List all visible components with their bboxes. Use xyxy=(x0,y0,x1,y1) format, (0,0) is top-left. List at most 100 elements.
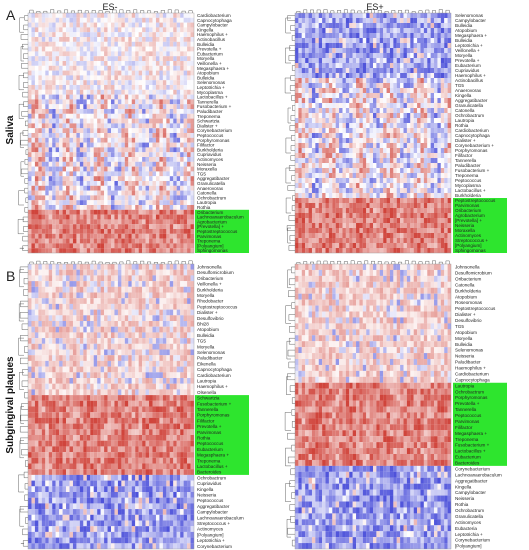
heatmap-cell xyxy=(93,56,98,62)
heatmap-cell xyxy=(339,198,343,204)
heatmap-cell xyxy=(325,43,329,49)
heatmap-cell xyxy=(162,219,167,225)
heatmap-cell xyxy=(72,51,77,57)
heatmap-cell xyxy=(315,43,319,49)
heatmap-cell xyxy=(83,181,87,186)
heatmap-cell xyxy=(376,203,380,209)
heatmap-cell xyxy=(417,23,421,29)
heatmap-cell xyxy=(48,22,53,28)
heatmap-cell xyxy=(38,61,42,66)
heatmap-cell xyxy=(135,219,139,225)
heatmap-cell xyxy=(308,218,313,224)
heatmap-cell xyxy=(76,229,80,234)
heatmap-cell xyxy=(315,83,319,89)
heatmap-cell xyxy=(117,128,122,134)
heatmap-cell xyxy=(369,138,374,144)
heatmap-cell xyxy=(69,109,74,114)
heatmap-cell xyxy=(308,238,313,244)
heatmap-cell xyxy=(131,113,136,119)
heatmap-cell xyxy=(349,158,353,164)
heatmap-cell xyxy=(389,103,394,109)
heatmap-cell xyxy=(107,123,112,129)
heatmap-cell xyxy=(135,214,139,220)
heatmap-cell xyxy=(41,195,46,201)
heatmap-cell xyxy=(149,17,153,23)
heatmap-cell xyxy=(131,214,136,220)
heatmap-cell xyxy=(124,113,129,119)
heatmap-cell xyxy=(444,108,448,114)
heatmap-cell xyxy=(406,198,411,204)
heatmap-cell xyxy=(83,22,87,28)
heatmap-cell xyxy=(111,275,115,282)
heatmap-cell xyxy=(305,28,309,34)
heatmap-cell xyxy=(173,229,177,234)
heatmap-cell xyxy=(403,158,407,164)
heatmap-cell xyxy=(369,233,374,239)
heatmap-cell xyxy=(176,142,181,148)
heatmap-cell xyxy=(345,233,350,239)
heatmap-cell xyxy=(328,248,333,254)
heatmap-cell xyxy=(117,109,122,114)
heatmap-cell xyxy=(162,243,167,249)
heatmap-cell xyxy=(111,171,115,177)
heatmap-cell xyxy=(38,94,42,100)
heatmap-cell xyxy=(169,195,174,201)
heatmap-cell xyxy=(345,163,350,169)
heatmap-cell xyxy=(437,163,441,169)
heatmap-cell xyxy=(138,94,143,100)
heatmap-cell xyxy=(325,243,329,249)
heatmap-cell xyxy=(349,208,353,214)
heatmap-cell xyxy=(328,238,333,244)
heatmap-cell xyxy=(339,88,343,94)
heatmap-cell xyxy=(55,37,60,42)
heatmap-cell xyxy=(59,22,63,28)
heatmap-cell xyxy=(332,193,336,199)
heatmap-cell xyxy=(149,118,153,124)
heatmap-cell xyxy=(145,41,150,47)
heatmap-cell xyxy=(183,214,188,220)
heatmap-cell xyxy=(383,58,387,64)
heatmap-cell xyxy=(413,203,418,209)
heatmap-cell xyxy=(366,178,370,184)
heatmap-cell xyxy=(315,223,319,229)
heatmap-cell xyxy=(423,138,428,144)
heatmap-cell xyxy=(162,281,167,287)
heatmap-cell xyxy=(356,223,360,229)
heatmap-cell xyxy=(79,113,84,119)
heatmap-cell xyxy=(356,113,360,119)
heatmap-cell xyxy=(369,93,374,99)
heatmap-cell xyxy=(62,104,67,110)
heatmap-cell xyxy=(28,147,32,153)
heatmap-cell xyxy=(430,38,435,44)
heatmap-cell xyxy=(76,195,80,201)
heatmap-cell xyxy=(420,188,424,194)
heatmap-cell xyxy=(359,58,363,64)
heatmap-cell xyxy=(410,233,414,239)
heatmap-cell xyxy=(187,142,191,148)
heatmap-cell xyxy=(152,243,157,249)
heatmap-cell xyxy=(447,88,452,94)
heatmap-cell xyxy=(41,209,46,215)
heatmap-cell xyxy=(403,113,407,119)
heatmap-cell xyxy=(169,75,174,81)
heatmap-cell xyxy=(162,275,167,282)
heatmap-cell xyxy=(369,43,374,49)
heatmap-cell xyxy=(38,264,42,270)
highlight-box xyxy=(195,209,249,253)
heatmap-cell xyxy=(166,243,170,249)
heatmap-cell xyxy=(131,89,136,95)
heatmap-cell xyxy=(28,123,32,129)
heatmap-cell xyxy=(100,89,105,95)
heatmap-cell xyxy=(328,168,333,174)
heatmap-cell xyxy=(413,133,418,139)
heatmap-cell xyxy=(437,193,441,199)
heatmap-cell xyxy=(311,33,316,39)
heatmap-cell xyxy=(121,200,125,206)
heatmap-cell xyxy=(111,56,115,62)
heatmap-cell xyxy=(59,137,63,143)
heatmap-cell xyxy=(28,214,32,220)
heatmap-cell xyxy=(389,28,394,34)
heatmap-cell xyxy=(332,78,336,84)
heatmap-cell xyxy=(83,61,87,66)
heatmap-cell xyxy=(100,171,105,177)
